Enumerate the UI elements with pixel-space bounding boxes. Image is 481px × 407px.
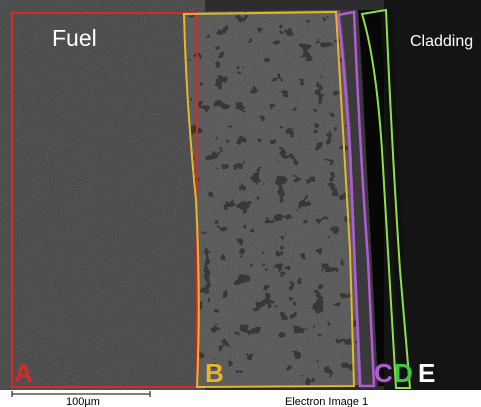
region-letter-c: C bbox=[374, 358, 393, 388]
region-letter-b: B bbox=[205, 358, 224, 388]
region-b-outline bbox=[182, 10, 356, 389]
region-letter-e: E bbox=[418, 358, 435, 388]
fuel-label: Fuel bbox=[52, 25, 97, 51]
image-caption: Electron Image 1 bbox=[285, 396, 368, 407]
region-c-outline bbox=[336, 10, 376, 388]
scale-bar-label: 100µm bbox=[66, 396, 100, 407]
porous-region bbox=[185, 10, 362, 386]
region-letter-d: D bbox=[394, 358, 413, 388]
scale-bar bbox=[11, 391, 151, 397]
cladding-label: Cladding bbox=[410, 33, 473, 50]
region-letter-a: A bbox=[14, 358, 33, 388]
region-d-outline bbox=[360, 8, 412, 389]
fuel-matrix bbox=[0, 0, 205, 390]
